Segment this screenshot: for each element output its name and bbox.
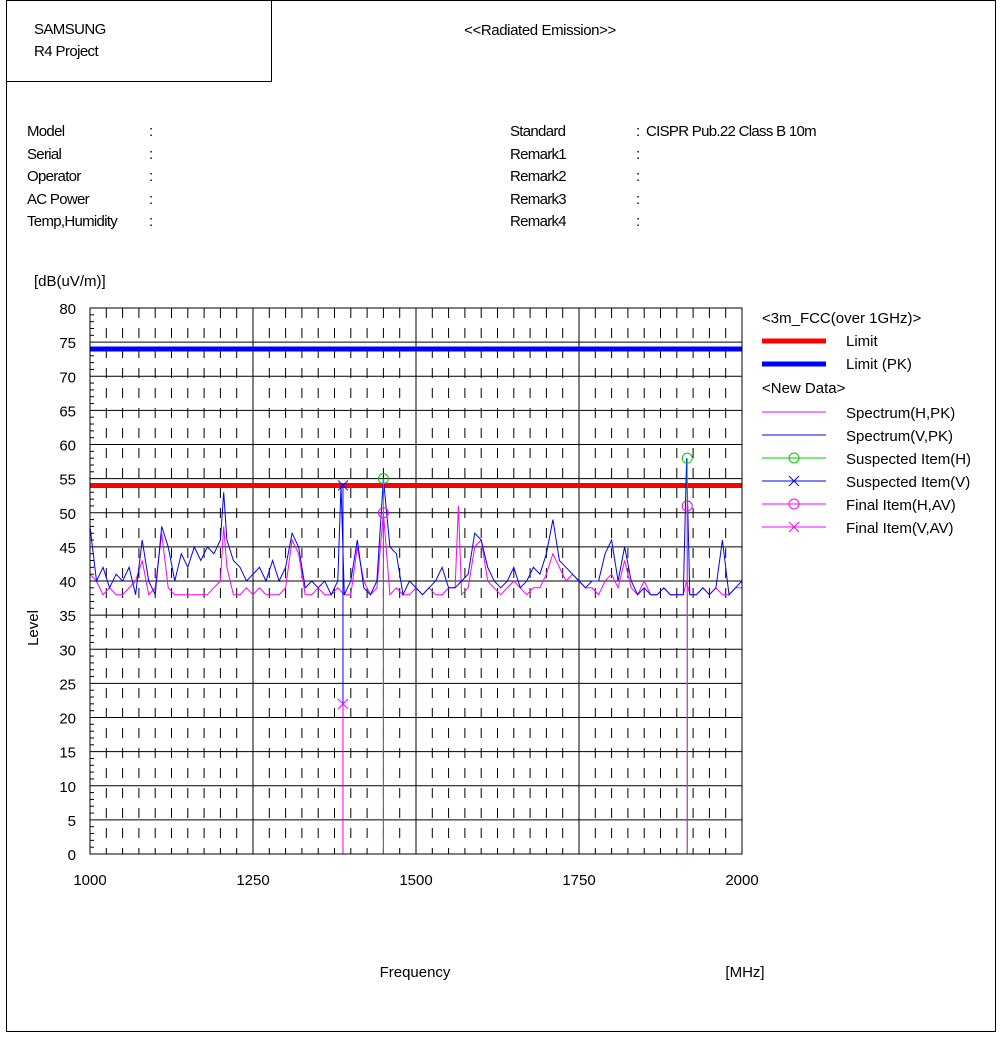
report-frame	[6, 0, 996, 1032]
suspected-h-marker	[377, 473, 389, 485]
company-name: SAMSUNG	[34, 21, 106, 38]
info-row-model: Model:	[27, 121, 153, 144]
plot-area	[89, 307, 743, 855]
final-h-marker	[681, 500, 693, 512]
y-tick-label: 55	[59, 472, 76, 489]
chart-series	[89, 458, 743, 597]
info-label: Remark3	[510, 190, 567, 208]
x-tick-label: 1500	[399, 872, 432, 889]
cross-stroke	[337, 480, 349, 491]
legend-limit-label: Limit	[846, 333, 879, 350]
project-name: R4 Project	[34, 43, 99, 60]
suspected-h-marker	[681, 452, 693, 464]
legend-suspected-h-label: Suspected Item(H)	[846, 451, 971, 468]
x-axis-label: Frequency	[380, 964, 451, 981]
info-label: Operator	[27, 168, 81, 185]
info-row-remark4: Remark4:	[510, 211, 640, 234]
y-tick-label: 50	[59, 506, 76, 523]
cross-stroke	[337, 698, 349, 710]
y-axis-label: Level	[25, 610, 42, 646]
y-tick-label: 10	[59, 779, 76, 796]
y-tick-label: 45	[59, 540, 76, 557]
x-tick-label: 1750	[562, 872, 595, 889]
legend-final-v-label: Final Item(V,AV)	[846, 520, 954, 537]
info-label: Remark2	[510, 168, 567, 185]
x-tick-label: 1000	[73, 872, 106, 889]
x-tick-label: 2000	[725, 872, 758, 889]
y-tick-label: 15	[59, 745, 76, 762]
info-row-remark3: Remark3:	[510, 189, 640, 212]
chart-legend: <3m_FCC(over 1GHz)> Limit Limit (PK)<New D…	[762, 310, 971, 537]
x-tick-labels: 1000 1250 1500 1750 2000	[73, 872, 758, 889]
chart-grid	[90, 308, 742, 854]
y-tick-label: 75	[59, 335, 76, 352]
legend-final-h-label: Final Item(H,AV)	[846, 497, 956, 514]
final-v-marker	[337, 698, 349, 710]
y-unit-label: [dB(uV/m)]	[34, 273, 106, 290]
info-label: AC Power	[27, 190, 90, 208]
info-row-temp-humidity: Temp,Humidity:	[27, 211, 153, 234]
legend-limit-pk-label: Limit (PK)	[846, 356, 912, 373]
info-row-remark2: Remark2:	[510, 166, 640, 189]
y-tick-label: 35	[59, 608, 76, 625]
info-label: Remark4	[510, 213, 567, 230]
info-left: Model: Serial: Operator: AC Power: Temp,…	[27, 121, 153, 234]
report-title: <<Radiated Emission>>	[464, 22, 616, 39]
y-tick-label: 0	[68, 847, 76, 864]
spectrum-v-line	[89, 458, 743, 597]
company-box: SAMSUNG R4 Project	[6, 0, 272, 82]
y-tick-labels: 0 5 10 15 20 25 30 35 40 45 50 55 60 65 70 75 80	[59, 301, 76, 864]
info-right: Standard: CISPR Pub.22 Class B 10m Remark…	[510, 121, 817, 234]
limit-lines	[90, 346, 742, 488]
x-unit-label: [MHz]	[725, 964, 764, 981]
legend-group-limits: <3m_FCC(over 1GHz)>	[762, 310, 921, 327]
final-h-marker	[377, 507, 389, 519]
suspected-v-marker	[337, 480, 349, 491]
legend-suspected-v-label: Suspected Item(V)	[846, 474, 970, 491]
info-row-serial: Serial:	[27, 144, 153, 167]
info-row-operator: Operator:	[27, 166, 153, 189]
info-label: Model	[27, 123, 65, 140]
legend-spectrum-h-label: Spectrum(H,PK)	[846, 405, 955, 422]
y-tick-label: 40	[59, 574, 76, 591]
info-row-remark1: Remark1:	[510, 144, 640, 167]
x-tick-label: 1250	[236, 872, 269, 889]
info-label: Remark1	[510, 145, 567, 163]
y-tick-label: 5	[68, 813, 76, 830]
legend-group-new-data: <New Data>	[762, 380, 846, 397]
y-tick-label: 20	[59, 711, 76, 728]
info-label: Serial	[27, 145, 62, 163]
y-tick-label: 25	[59, 676, 76, 693]
info-value: CISPR Pub.22 Class B 10m	[646, 123, 817, 140]
info-row-standard: Standard: CISPR Pub.22 Class B 10m	[510, 121, 817, 144]
y-tick-label: 60	[59, 438, 76, 455]
y-tick-label: 70	[59, 369, 76, 386]
info-label: Standard	[510, 123, 566, 140]
y-tick-label: 30	[59, 642, 76, 659]
y-tick-label: 80	[59, 301, 76, 318]
legend-spectrum-v-label: Spectrum(V,PK)	[846, 428, 953, 445]
y-tick-label: 65	[59, 403, 76, 420]
info-label: Temp,Humidity	[27, 213, 118, 230]
info-row-ac-power: AC Power:	[27, 189, 153, 212]
